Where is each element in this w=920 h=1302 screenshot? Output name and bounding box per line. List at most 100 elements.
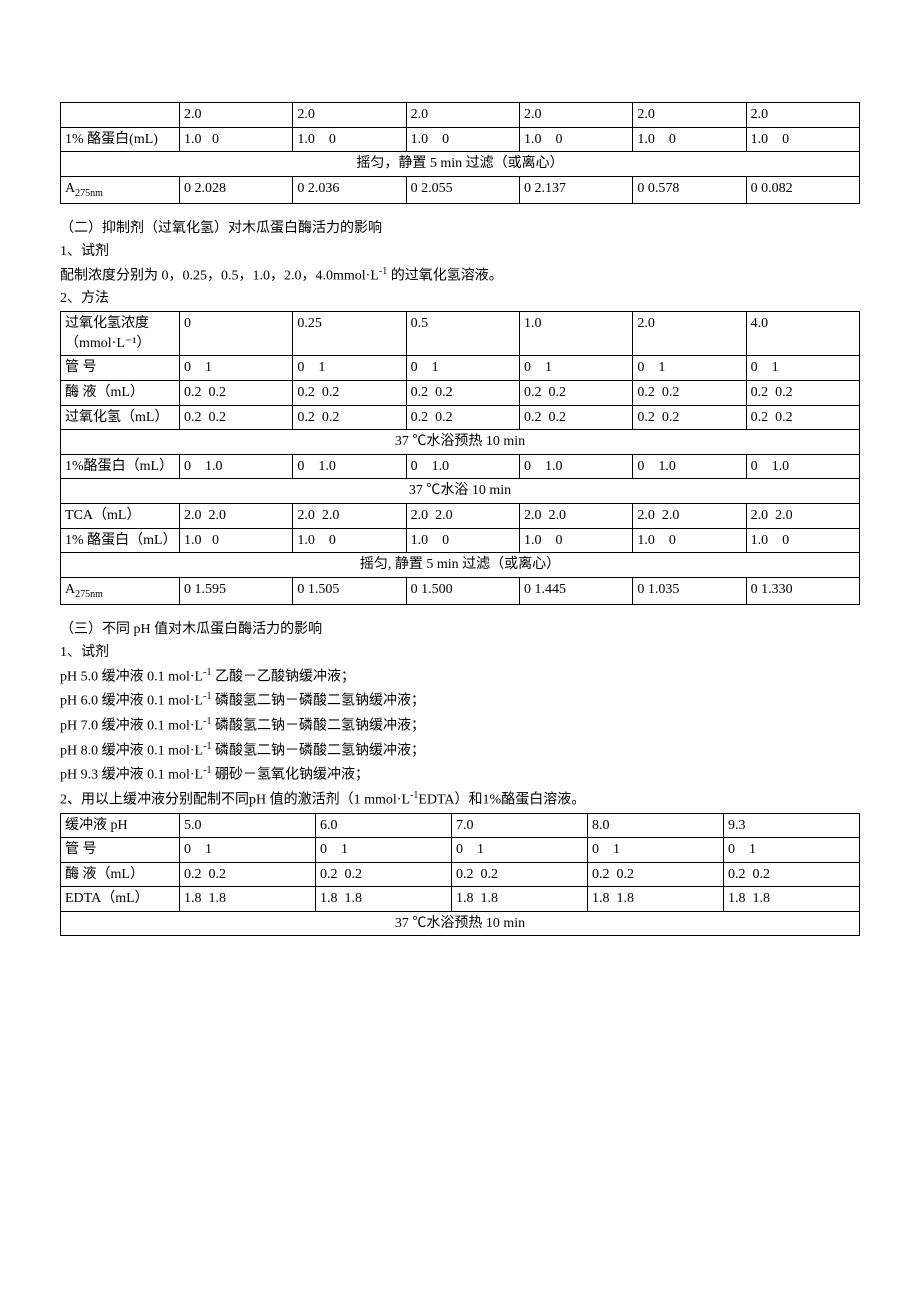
t2-tube-c3: 0 1 (519, 356, 632, 381)
t2-a-c5: 0 1.330 (746, 577, 859, 604)
t1-r1-c1: 1.0 0 (293, 127, 406, 152)
t2-tca-label: TCA（mL） (61, 503, 180, 528)
sec3-buf1: pH 6.0 缓冲液 0.1 mol·L-1 磷酸氢二钠－磷酸二氢钠缓冲液； (60, 689, 860, 712)
t2-cas1-c4: 0 1.0 (633, 454, 746, 479)
t2-enz-c2: 0.2 0.2 (406, 381, 519, 406)
t2-cas2-c2: 1.0 0 (406, 528, 519, 553)
t1-r0-c1: 2.0 (293, 103, 406, 128)
t2-enz-c0: 0.2 0.2 (180, 381, 293, 406)
t2-h-c2: 0.5 (406, 312, 519, 356)
t1-r0-label (61, 103, 180, 128)
t2-h2o2-c0: 0.2 0.2 (180, 405, 293, 430)
sec2-heading: （二）抑制剂（过氧化氢）对木瓜蛋白酶活力的影响 (60, 218, 860, 239)
sec2-line1: 1、试剂 (60, 241, 860, 262)
t3-tube-c2: 0 1 (452, 838, 588, 863)
t2-tube-c2: 0 1 (406, 356, 519, 381)
t1-a-c3: 0 2.137 (519, 176, 632, 203)
t2-h-c0: 0 (180, 312, 293, 356)
t1-a-c2: 0 2.055 (406, 176, 519, 203)
t2-enz-c3: 0.2 0.2 (519, 381, 632, 406)
t3-h-c1: 6.0 (316, 813, 452, 838)
t2-a-c2: 0 1.500 (406, 577, 519, 604)
t2-merged2: 37 ℃水浴 10 min (61, 479, 860, 504)
t3-tube-c0: 0 1 (180, 838, 316, 863)
t1-r0-c3: 2.0 (519, 103, 632, 128)
t3-edta-c2: 1.8 1.8 (452, 887, 588, 912)
table-1: 2.0 2.0 2.0 2.0 2.0 2.0 1% 酪蛋白(mL) 1.0 0… (60, 102, 860, 204)
t3-h-label: 缓冲液 pH (61, 813, 180, 838)
t2-tube-c4: 0 1 (633, 356, 746, 381)
t2-tube-c5: 0 1 (746, 356, 859, 381)
t1-r0-c5: 2.0 (746, 103, 859, 128)
t2-tube-c1: 0 1 (293, 356, 406, 381)
t2-a-c1: 0 1.505 (293, 577, 406, 604)
t2-enz-label: 酶 液（mL） (61, 381, 180, 406)
t3-enz-c2: 0.2 0.2 (452, 862, 588, 887)
t3-enz-c1: 0.2 0.2 (316, 862, 452, 887)
t1-a-c1: 0 2.036 (293, 176, 406, 203)
t2-enz-c1: 0.2 0.2 (293, 381, 406, 406)
t2-cas2-c5: 1.0 0 (746, 528, 859, 553)
t2-h-c3: 1.0 (519, 312, 632, 356)
t2-h-c1: 0.25 (293, 312, 406, 356)
t2-enz-c4: 0.2 0.2 (633, 381, 746, 406)
sec3-heading: （三）不同 pH 值对木瓜蛋白酶活力的影响 (60, 619, 860, 640)
t3-tube-label: 管 号 (61, 838, 180, 863)
t1-absorb-label: A275nm (61, 176, 180, 203)
t2-cas1-c2: 0 1.0 (406, 454, 519, 479)
t1-r0-c4: 2.0 (633, 103, 746, 128)
t2-h2o2-c2: 0.2 0.2 (406, 405, 519, 430)
t2-h2o2-c4: 0.2 0.2 (633, 405, 746, 430)
t2-tube-label: 管 号 (61, 356, 180, 381)
t1-r1-label: 1% 酪蛋白(mL) (61, 127, 180, 152)
t2-tca-c4: 2.0 2.0 (633, 503, 746, 528)
t1-a-c5: 0 0.082 (746, 176, 859, 203)
sec3-buf4: pH 9.3 缓冲液 0.1 mol·L-1 硼砂－氢氧化钠缓冲液； (60, 763, 860, 786)
t1-r1-c0: 1.0 0 (180, 127, 293, 152)
t2-tca-c0: 2.0 2.0 (180, 503, 293, 528)
t1-r1-c2: 1.0 0 (406, 127, 519, 152)
t3-h-c2: 7.0 (452, 813, 588, 838)
t1-r1-c3: 1.0 0 (519, 127, 632, 152)
t3-edta-label: EDTA（mL） (61, 887, 180, 912)
t2-h-label: 过氧化氢浓度（mmol·L⁻¹） (61, 312, 180, 356)
t2-cas1-c1: 0 1.0 (293, 454, 406, 479)
t2-cas1-c0: 0 1.0 (180, 454, 293, 479)
t3-tube-c4: 0 1 (724, 838, 860, 863)
t3-enz-c0: 0.2 0.2 (180, 862, 316, 887)
t2-cas1-label: 1%酪蛋白（mL） (61, 454, 180, 479)
sec2-line3: 2、方法 (60, 288, 860, 309)
t3-enz-c4: 0.2 0.2 (724, 862, 860, 887)
t1-r0-c2: 2.0 (406, 103, 519, 128)
table-2: 过氧化氢浓度（mmol·L⁻¹） 0 0.25 0.5 1.0 2.0 4.0 … (60, 311, 860, 604)
t2-h2o2-label: 过氧化氢（mL） (61, 405, 180, 430)
t2-cas2-c1: 1.0 0 (293, 528, 406, 553)
sec3-buf3: pH 8.0 缓冲液 0.1 mol·L-1 磷酸氢二钠－磷酸二氢钠缓冲液； (60, 739, 860, 762)
t2-tube-c0: 0 1 (180, 356, 293, 381)
t3-h-c4: 9.3 (724, 813, 860, 838)
t2-merged1: 37 ℃水浴预热 10 min (61, 430, 860, 455)
t1-r1-c4: 1.0 0 (633, 127, 746, 152)
t3-tube-c1: 0 1 (316, 838, 452, 863)
t2-h2o2-c1: 0.2 0.2 (293, 405, 406, 430)
t2-a-c0: 0 1.595 (180, 577, 293, 604)
t2-h2o2-c3: 0.2 0.2 (519, 405, 632, 430)
t2-a-c3: 0 1.445 (519, 577, 632, 604)
t2-tca-c5: 2.0 2.0 (746, 503, 859, 528)
t2-tca-c2: 2.0 2.0 (406, 503, 519, 528)
t2-cas2-label: 1% 酪蛋白（mL） (61, 528, 180, 553)
t3-edta-c1: 1.8 1.8 (316, 887, 452, 912)
t1-r0-c0: 2.0 (180, 103, 293, 128)
t3-h-c3: 8.0 (588, 813, 724, 838)
t2-h-c5: 4.0 (746, 312, 859, 356)
t3-h-c0: 5.0 (180, 813, 316, 838)
t3-merged1: 37 ℃水浴预热 10 min (61, 911, 860, 936)
t2-cas2-c3: 1.0 0 (519, 528, 632, 553)
t3-enz-label: 酶 液（mL） (61, 862, 180, 887)
t1-a-c0: 0 2.028 (180, 176, 293, 203)
t2-h2o2-c5: 0.2 0.2 (746, 405, 859, 430)
t2-cas1-c5: 0 1.0 (746, 454, 859, 479)
sec3-line1: 1、试剂 (60, 642, 860, 663)
t3-tube-c3: 0 1 (588, 838, 724, 863)
t2-enz-c5: 0.2 0.2 (746, 381, 859, 406)
